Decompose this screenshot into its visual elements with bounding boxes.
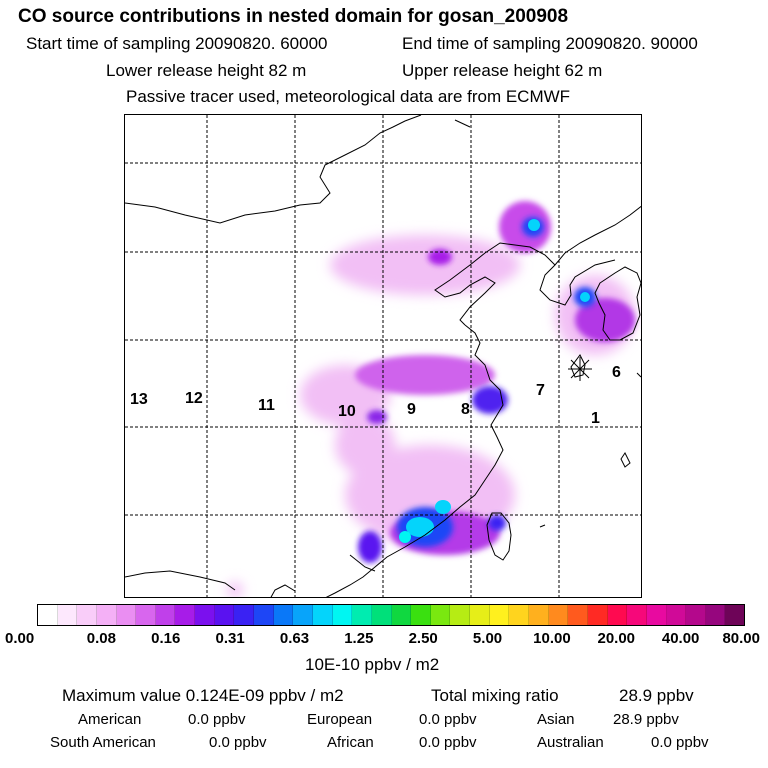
colorbar-swatch [273,605,294,625]
lower-release-height: Lower release height 82 m [106,61,307,80]
colorbar-swatch [548,605,569,625]
colorbar-swatch [430,605,451,625]
colorbar-swatch [312,605,333,625]
total-mixing-value: 28.9 ppbv [619,686,694,705]
map-canvas [125,115,641,597]
region-13: 13 [130,391,148,408]
region-10: 10 [338,403,356,420]
concentration-field [227,201,635,597]
colorbar-swatch [607,605,628,625]
colorbar-swatch [705,605,726,625]
colorbar-tick-label: 0.08 [86,630,116,647]
colorbar-swatch [234,605,255,625]
region-9: 9 [407,401,416,418]
colorbar-swatch [411,605,431,625]
coastlines [125,115,641,597]
stat-european-label: European [307,711,373,728]
stat-african-value: 0.0 ppbv [419,734,477,751]
plot-title: CO source contributions in nested domain… [18,6,569,27]
region-12: 12 [185,390,203,407]
stat-asian-label: Asian [537,711,575,728]
region-11: 11 [258,397,275,414]
stat-australian-value: 0.0 ppbv [651,734,709,751]
colorbar-swatch [646,605,667,625]
colorbar-swatch [470,605,490,625]
lat-lon-grid [125,115,641,597]
colorbar-swatch [509,605,530,625]
colorbar-tick-label: 40.00 [661,630,700,647]
stat-asian-value: 28.9 ppbv [613,711,679,728]
colorbar-swatch [57,605,78,625]
colorbar-tick-label: 10.00 [533,630,571,647]
start-time: Start time of sampling 20090820. 60000 [26,34,328,53]
stat-african-label: African [327,734,374,751]
colorbar-swatch [293,605,313,625]
colorbar [37,604,745,626]
map-panel: 13 12 11 10 9 8 7 6 1 [124,114,642,598]
colorbar-tick-label: 0.31 [215,630,245,647]
colorbar-swatch [96,605,117,625]
receptor-star-icon [568,357,592,381]
colorbar-tick-label: 0.16 [151,630,181,647]
colorbar-swatch [489,605,510,625]
colorbar-tick-label: 1.25 [344,630,374,647]
end-time: End time of sampling 20090820. 90000 [402,34,698,53]
upper-release-height: Upper release height 62 m [402,61,603,80]
stat-australian-label: Australian [537,734,604,751]
region-7: 7 [536,382,545,399]
colorbar-swatch [371,605,392,625]
colorbar-swatch [214,605,235,625]
region-8: 8 [461,401,470,418]
colorbar-swatch [352,605,372,625]
region-1: 1 [591,410,600,427]
colorbar-swatch [136,605,156,625]
colorbar-swatch [116,605,137,625]
colorbar-tick-label: 80.00 [722,630,760,647]
region-6: 6 [612,364,621,381]
colorbar-swatch [568,605,588,625]
stat-south-american-value: 0.0 ppbv [209,734,267,751]
total-mixing-label: Total mixing ratio [431,686,559,705]
max-value: Maximum value 0.124E-09 ppbv / m2 [62,686,344,705]
colorbar-tick-label: 0.00 [5,630,35,647]
colorbar-swatch [332,605,353,625]
colorbar-swatch [155,605,176,625]
colorbar-swatch [175,605,196,625]
colorbar-swatch [587,605,608,625]
tracer-info: Passive tracer used, meteorological data… [126,87,571,106]
stat-south-american-label: South American [50,734,156,751]
colorbar-swatch [77,605,97,625]
colorbar-swatch [725,605,745,625]
colorbar-swatch [254,605,274,625]
colorbar-swatch [195,605,215,625]
colorbar-unit: 10E-10 ppbv / m2 [305,655,440,674]
stat-american-label: American [78,711,142,728]
stat-american-value: 0.0 ppbv [188,711,246,728]
colorbar-tick-label: 5.00 [472,630,503,647]
colorbar-swatch [450,605,471,625]
colorbar-tick-label: 20.00 [597,630,636,647]
colorbar-swatch [38,605,58,625]
colorbar-tick-label: 0.63 [279,630,310,647]
stat-european-value: 0.0 ppbv [419,711,477,728]
colorbar-swatch [686,605,706,625]
colorbar-swatch [627,605,647,625]
colorbar-swatch [529,605,549,625]
colorbar-swatch [666,605,687,625]
colorbar-swatch [391,605,412,625]
colorbar-tick-label: 2.50 [408,630,438,647]
